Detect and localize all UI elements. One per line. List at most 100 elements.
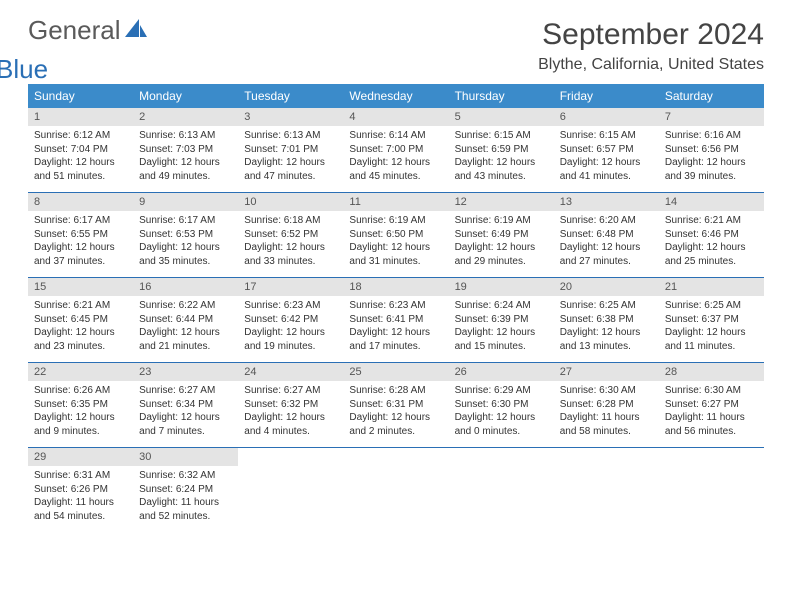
day-cell: 26Sunrise: 6:29 AMSunset: 6:30 PMDayligh… [449, 363, 554, 447]
day-number: 12 [449, 193, 554, 211]
day-cell: 2Sunrise: 6:13 AMSunset: 7:03 PMDaylight… [133, 108, 238, 192]
day-cell: 24Sunrise: 6:27 AMSunset: 6:32 PMDayligh… [238, 363, 343, 447]
week-row: 8Sunrise: 6:17 AMSunset: 6:55 PMDaylight… [28, 193, 764, 278]
day-details: Sunrise: 6:29 AMSunset: 6:30 PMDaylight:… [449, 381, 554, 444]
brand-part2: Blue [0, 57, 48, 82]
day-number: 29 [28, 448, 133, 466]
brand-part1: General [28, 18, 121, 43]
day-number: 23 [133, 363, 238, 381]
day-cell [449, 448, 554, 532]
day-number: 22 [28, 363, 133, 381]
day-cell: 6Sunrise: 6:15 AMSunset: 6:57 PMDaylight… [554, 108, 659, 192]
day-details: Sunrise: 6:19 AMSunset: 6:50 PMDaylight:… [343, 211, 448, 274]
day-details: Sunrise: 6:23 AMSunset: 6:41 PMDaylight:… [343, 296, 448, 359]
day-number: 26 [449, 363, 554, 381]
day-details: Sunrise: 6:22 AMSunset: 6:44 PMDaylight:… [133, 296, 238, 359]
day-cell: 5Sunrise: 6:15 AMSunset: 6:59 PMDaylight… [449, 108, 554, 192]
day-cell: 7Sunrise: 6:16 AMSunset: 6:56 PMDaylight… [659, 108, 764, 192]
day-number: 1 [28, 108, 133, 126]
day-details: Sunrise: 6:21 AMSunset: 6:45 PMDaylight:… [28, 296, 133, 359]
day-cell: 18Sunrise: 6:23 AMSunset: 6:41 PMDayligh… [343, 278, 448, 362]
day-details: Sunrise: 6:19 AMSunset: 6:49 PMDaylight:… [449, 211, 554, 274]
day-cell: 21Sunrise: 6:25 AMSunset: 6:37 PMDayligh… [659, 278, 764, 362]
day-cell: 20Sunrise: 6:25 AMSunset: 6:38 PMDayligh… [554, 278, 659, 362]
day-cell: 30Sunrise: 6:32 AMSunset: 6:24 PMDayligh… [133, 448, 238, 532]
day-cell: 14Sunrise: 6:21 AMSunset: 6:46 PMDayligh… [659, 193, 764, 277]
day-details: Sunrise: 6:31 AMSunset: 6:26 PMDaylight:… [28, 466, 133, 529]
day-number: 30 [133, 448, 238, 466]
day-number: 28 [659, 363, 764, 381]
day-details: Sunrise: 6:23 AMSunset: 6:42 PMDaylight:… [238, 296, 343, 359]
day-details: Sunrise: 6:27 AMSunset: 6:32 PMDaylight:… [238, 381, 343, 444]
sail-icon [125, 18, 147, 43]
day-details: Sunrise: 6:18 AMSunset: 6:52 PMDaylight:… [238, 211, 343, 274]
day-details: Sunrise: 6:15 AMSunset: 6:57 PMDaylight:… [554, 126, 659, 189]
day-cell: 4Sunrise: 6:14 AMSunset: 7:00 PMDaylight… [343, 108, 448, 192]
day-details: Sunrise: 6:27 AMSunset: 6:34 PMDaylight:… [133, 381, 238, 444]
day-cell: 16Sunrise: 6:22 AMSunset: 6:44 PMDayligh… [133, 278, 238, 362]
weekday-header: Sunday [28, 84, 133, 108]
day-number: 24 [238, 363, 343, 381]
day-number: 27 [554, 363, 659, 381]
day-cell: 10Sunrise: 6:18 AMSunset: 6:52 PMDayligh… [238, 193, 343, 277]
calendar: SundayMondayTuesdayWednesdayThursdayFrid… [28, 84, 764, 532]
day-details: Sunrise: 6:32 AMSunset: 6:24 PMDaylight:… [133, 466, 238, 529]
day-details: Sunrise: 6:25 AMSunset: 6:38 PMDaylight:… [554, 296, 659, 359]
day-number: 3 [238, 108, 343, 126]
day-cell: 22Sunrise: 6:26 AMSunset: 6:35 PMDayligh… [28, 363, 133, 447]
day-number: 16 [133, 278, 238, 296]
weeks-container: 1Sunrise: 6:12 AMSunset: 7:04 PMDaylight… [28, 108, 764, 532]
day-cell [343, 448, 448, 532]
day-number: 9 [133, 193, 238, 211]
day-cell: 29Sunrise: 6:31 AMSunset: 6:26 PMDayligh… [28, 448, 133, 532]
day-number: 21 [659, 278, 764, 296]
day-number: 5 [449, 108, 554, 126]
page-title: September 2024 [538, 18, 764, 52]
day-details: Sunrise: 6:30 AMSunset: 6:28 PMDaylight:… [554, 381, 659, 444]
day-cell: 13Sunrise: 6:20 AMSunset: 6:48 PMDayligh… [554, 193, 659, 277]
day-number: 20 [554, 278, 659, 296]
day-cell [238, 448, 343, 532]
day-number: 13 [554, 193, 659, 211]
header: General Blue September 2024 Blythe, Cali… [28, 18, 764, 74]
week-row: 15Sunrise: 6:21 AMSunset: 6:45 PMDayligh… [28, 278, 764, 363]
weekday-header: Monday [133, 84, 238, 108]
day-details: Sunrise: 6:24 AMSunset: 6:39 PMDaylight:… [449, 296, 554, 359]
weekday-header: Saturday [659, 84, 764, 108]
day-details: Sunrise: 6:16 AMSunset: 6:56 PMDaylight:… [659, 126, 764, 189]
day-number: 19 [449, 278, 554, 296]
day-cell: 3Sunrise: 6:13 AMSunset: 7:01 PMDaylight… [238, 108, 343, 192]
day-details: Sunrise: 6:14 AMSunset: 7:00 PMDaylight:… [343, 126, 448, 189]
week-row: 29Sunrise: 6:31 AMSunset: 6:26 PMDayligh… [28, 448, 764, 532]
day-cell: 15Sunrise: 6:21 AMSunset: 6:45 PMDayligh… [28, 278, 133, 362]
day-cell [554, 448, 659, 532]
day-number: 18 [343, 278, 448, 296]
day-number: 7 [659, 108, 764, 126]
day-details: Sunrise: 6:17 AMSunset: 6:53 PMDaylight:… [133, 211, 238, 274]
location-label: Blythe, California, United States [538, 56, 764, 74]
day-cell: 9Sunrise: 6:17 AMSunset: 6:53 PMDaylight… [133, 193, 238, 277]
day-details: Sunrise: 6:25 AMSunset: 6:37 PMDaylight:… [659, 296, 764, 359]
day-details: Sunrise: 6:12 AMSunset: 7:04 PMDaylight:… [28, 126, 133, 189]
day-cell: 11Sunrise: 6:19 AMSunset: 6:50 PMDayligh… [343, 193, 448, 277]
day-cell: 23Sunrise: 6:27 AMSunset: 6:34 PMDayligh… [133, 363, 238, 447]
day-cell: 27Sunrise: 6:30 AMSunset: 6:28 PMDayligh… [554, 363, 659, 447]
day-number: 6 [554, 108, 659, 126]
day-number: 2 [133, 108, 238, 126]
day-details: Sunrise: 6:17 AMSunset: 6:55 PMDaylight:… [28, 211, 133, 274]
day-cell: 12Sunrise: 6:19 AMSunset: 6:49 PMDayligh… [449, 193, 554, 277]
title-block: September 2024 Blythe, California, Unite… [538, 18, 764, 74]
day-number: 15 [28, 278, 133, 296]
day-details: Sunrise: 6:15 AMSunset: 6:59 PMDaylight:… [449, 126, 554, 189]
day-number: 17 [238, 278, 343, 296]
day-details: Sunrise: 6:13 AMSunset: 7:03 PMDaylight:… [133, 126, 238, 189]
week-row: 1Sunrise: 6:12 AMSunset: 7:04 PMDaylight… [28, 108, 764, 193]
day-number: 11 [343, 193, 448, 211]
weekday-header: Friday [554, 84, 659, 108]
day-cell: 17Sunrise: 6:23 AMSunset: 6:42 PMDayligh… [238, 278, 343, 362]
weekday-header: Tuesday [238, 84, 343, 108]
day-cell [659, 448, 764, 532]
weekday-header: Thursday [449, 84, 554, 108]
day-number: 25 [343, 363, 448, 381]
week-row: 22Sunrise: 6:26 AMSunset: 6:35 PMDayligh… [28, 363, 764, 448]
